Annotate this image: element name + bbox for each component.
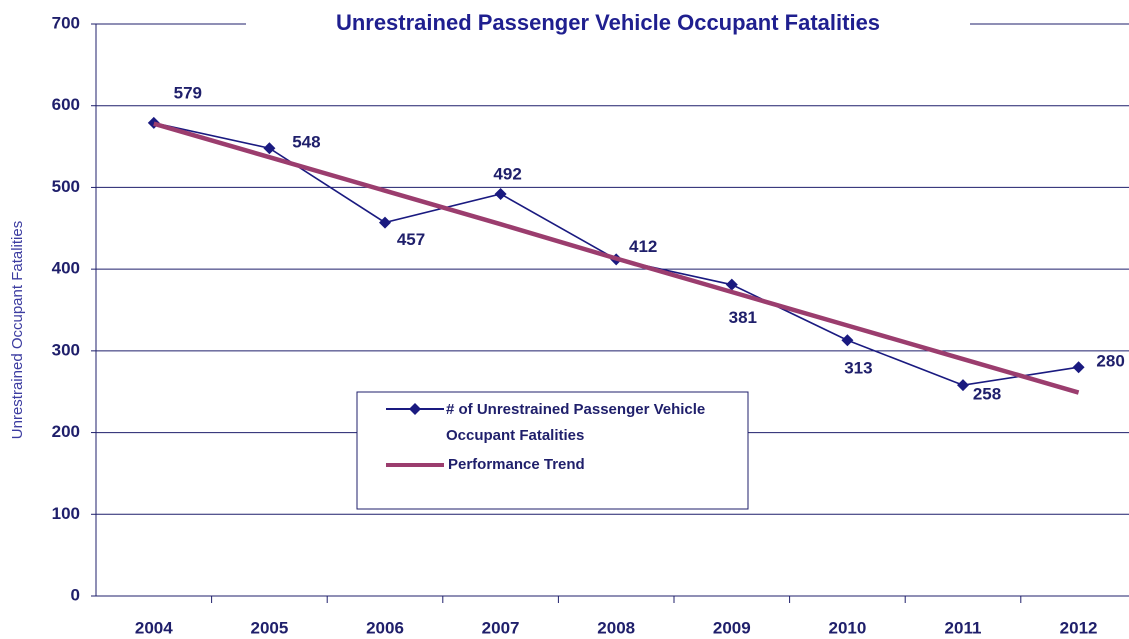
data-point bbox=[1072, 361, 1085, 374]
x-tick-label: 2010 bbox=[828, 618, 866, 637]
y-tick-label: 700 bbox=[52, 13, 80, 32]
legend-label: # of Unrestrained Passenger Vehicle Occu… bbox=[446, 401, 706, 444]
legend-label: Performance Trend bbox=[448, 456, 585, 473]
data-point bbox=[725, 278, 738, 291]
y-tick-label: 100 bbox=[52, 504, 80, 523]
data-label: 579 bbox=[174, 83, 202, 102]
legend-label-wrap: # of Unrestrained Passenger Vehicle Occu… bbox=[446, 401, 706, 444]
data-label: 258 bbox=[973, 385, 1001, 404]
x-tick-label: 2011 bbox=[945, 618, 982, 637]
series-line bbox=[153, 121, 1080, 395]
data-point bbox=[263, 142, 276, 155]
x-tick-label: 2005 bbox=[250, 618, 288, 637]
plot-area: 0 100 200 300 400 500 600 700 2004 2005 2006 2007 20… bbox=[52, 13, 1129, 637]
x-tick-label: 2006 bbox=[366, 618, 404, 637]
data-point bbox=[841, 334, 854, 347]
data-label: 381 bbox=[729, 308, 757, 327]
x-tick-label: 2004 bbox=[135, 618, 173, 637]
data-point bbox=[379, 216, 391, 229]
legend: # of Unrestrained Passenger Vehicle Occu… bbox=[356, 391, 749, 510]
legend-marker bbox=[409, 403, 421, 415]
data-point bbox=[494, 187, 507, 200]
data-label: 457 bbox=[397, 230, 425, 249]
x-tick-label: 2008 bbox=[597, 618, 635, 637]
data-label: 280 bbox=[1096, 352, 1124, 371]
y-tick-label: 200 bbox=[52, 422, 80, 441]
chart-title: Unrestrained Passenger Vehicle Occupant … bbox=[336, 10, 880, 35]
x-tick-label: 2007 bbox=[482, 618, 520, 637]
y-axis-label: Unrestrained Occupant Fatalities bbox=[9, 221, 26, 439]
y-tick-label: 0 bbox=[71, 585, 80, 604]
data-label: 492 bbox=[493, 164, 521, 183]
y-tick-label: 500 bbox=[52, 177, 80, 196]
title-background bbox=[246, 8, 970, 42]
x-tick-label: 2009 bbox=[713, 618, 751, 637]
data-point bbox=[957, 379, 969, 392]
y-tick-label: 600 bbox=[52, 95, 80, 114]
data-label: 412 bbox=[629, 237, 657, 256]
legend-box bbox=[356, 391, 749, 510]
data-label: 548 bbox=[292, 133, 320, 152]
x-tick-label: 2012 bbox=[1060, 618, 1098, 637]
data-label: 313 bbox=[844, 359, 872, 378]
y-tick-label: 300 bbox=[52, 340, 80, 359]
y-tick-label: 400 bbox=[52, 259, 80, 278]
